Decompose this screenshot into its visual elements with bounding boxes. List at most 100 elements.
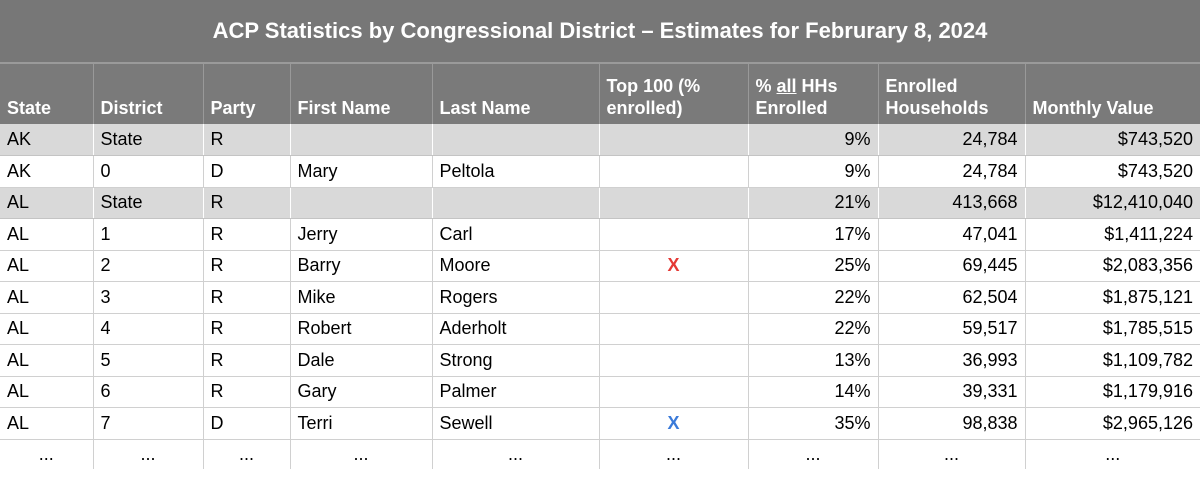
table-row: AL 7 D Terri Sewell X 35% 98,838 $2,965,126 <box>0 407 1200 440</box>
table-row: AL 5 R Dale Strong 13% 36,993 $1,109,782 <box>0 344 1200 377</box>
cell-last-name: Peltola <box>432 155 600 188</box>
cell-pct-enrolled: 35% <box>748 407 879 440</box>
header-last-name: Last Name <box>432 64 600 124</box>
cell-enrolled-households: 39,331 <box>878 376 1026 408</box>
header-top100-line1: Top 100 (% <box>606 76 701 96</box>
cell-district: 6 <box>93 376 204 408</box>
cell-first-name: Barry <box>290 250 433 282</box>
ellipsis-cell: ... <box>1105 443 1121 464</box>
cell-monthly-value: $743,520 <box>1025 155 1200 188</box>
header-pct-line2: Enrolled <box>755 98 828 118</box>
cell-top100 <box>599 281 749 314</box>
cell-monthly-value: $2,965,126 <box>1025 407 1200 440</box>
table-row: AL 3 R Mike Rogers 22% 62,504 $1,875,121 <box>0 281 1200 314</box>
cell-first-name: Jerry <box>290 218 433 251</box>
header-pct-prefix: % <box>755 76 777 96</box>
cell-enrolled-households: 24,784 <box>878 155 1026 188</box>
cell-last-name: Sewell <box>432 407 600 440</box>
header-monthly-value: Monthly Value <box>1025 64 1200 124</box>
header-state: State <box>0 64 94 124</box>
cell-enrolled-households: 36,993 <box>878 344 1026 377</box>
cell-first-name: Robert <box>290 313 433 345</box>
header-enrolled-line1: Enrolled <box>885 76 958 96</box>
cell-monthly-value: $2,083,356 <box>1025 250 1200 282</box>
cell-last-name <box>432 124 600 156</box>
state-total-row: AK State R 9% 24,784 $743,520 <box>0 124 1200 156</box>
header-pct-all: all <box>776 76 797 96</box>
cell-party: R <box>203 124 291 156</box>
cell-last-name: Rogers <box>432 281 600 314</box>
ellipsis-cell: ... <box>748 439 879 469</box>
cell-district: 4 <box>93 313 204 345</box>
cell-district: 0 <box>93 155 204 188</box>
cell-last-name: Carl <box>432 218 600 251</box>
cell-top100 <box>599 218 749 251</box>
cell-top100 <box>599 187 749 219</box>
cell-first-name: Terri <box>290 407 433 440</box>
cell-first-name: Mary <box>290 155 433 188</box>
cell-party: D <box>203 407 291 440</box>
cell-first-name: Dale <box>290 344 433 377</box>
cell-first-name: Gary <box>290 376 433 408</box>
header-enrolled-line2: Households <box>885 98 989 118</box>
header-enrolled-households: Enrolled Households <box>878 64 1026 124</box>
cell-enrolled-households: 62,504 <box>878 281 1026 314</box>
cell-district: 3 <box>93 281 204 314</box>
header-row: State District Party First Name Last Nam… <box>0 64 1200 124</box>
cell-pct-enrolled: 21% <box>748 187 879 219</box>
ellipsis-cell: ... <box>0 439 94 469</box>
ellipsis-cell: ... <box>432 439 600 469</box>
table-row: AL 2 R Barry Moore X 25% 69,445 $2,083,356 <box>0 250 1200 282</box>
cell-monthly-value: $1,109,782 <box>1025 344 1200 377</box>
cell-last-name: Strong <box>432 344 600 377</box>
cell-enrolled-households: 69,445 <box>878 250 1026 282</box>
cell-last-name: Palmer <box>432 376 600 408</box>
header-district: District <box>93 64 204 124</box>
header-top100: Top 100 (% enrolled) <box>599 64 749 124</box>
cell-district: 5 <box>93 344 204 377</box>
table-row: AK 0 D Mary Peltola 9% 24,784 $743,520 <box>0 155 1200 188</box>
cell-state: AL <box>0 218 94 251</box>
cell-enrolled-households: 413,668 <box>878 187 1026 219</box>
cell-state: AL <box>0 313 94 345</box>
cell-top100 <box>599 313 749 345</box>
ellipsis-cell: ... <box>599 439 749 469</box>
header-party: Party <box>203 64 291 124</box>
cell-district: 7 <box>93 407 204 440</box>
cell-pct-enrolled: 9% <box>748 155 879 188</box>
table-body: AK State R 9% 24,784 $743,520 AK 0 D Mary Peltola 9… <box>0 124 1200 469</box>
table-row: AL 1 R Jerry Carl 17% 47,041 $1,411,224 <box>0 218 1200 251</box>
cell-enrolled-households: 98,838 <box>878 407 1026 440</box>
cell-top100: X <box>599 407 749 440</box>
cell-pct-enrolled: 17% <box>748 218 879 251</box>
cell-first-name: Mike <box>290 281 433 314</box>
cell-top100 <box>599 376 749 408</box>
cell-state: AK <box>0 155 94 188</box>
cell-monthly-value: $743,520 <box>1025 124 1200 156</box>
cell-monthly-value: $1,875,121 <box>1025 281 1200 314</box>
cell-party: R <box>203 376 291 408</box>
state-total-row: AL State R 21% 413,668 $12,410,040 <box>0 187 1200 219</box>
table-row: AL 6 R Gary Palmer 14% 39,331 $1,179,916 <box>0 376 1200 408</box>
cell-enrolled-households: 24,784 <box>878 124 1026 156</box>
cell-enrolled-households: 47,041 <box>878 218 1026 251</box>
cell-pct-enrolled: 22% <box>748 281 879 314</box>
ellipsis-cell: ... <box>203 439 291 469</box>
header-pct-suffix: HHs <box>796 76 838 96</box>
cell-party: R <box>203 313 291 345</box>
header-pct-enrolled: % all HHs Enrolled <box>748 64 879 124</box>
ellipsis-cell: ... <box>878 439 1026 469</box>
cell-district: 2 <box>93 250 204 282</box>
acp-table: State District Party First Name Last Nam… <box>0 64 1200 469</box>
cell-pct-enrolled: 14% <box>748 376 879 408</box>
cell-party: R <box>203 250 291 282</box>
cell-party: R <box>203 218 291 251</box>
cell-pct-enrolled: 22% <box>748 313 879 345</box>
cell-last-name <box>432 187 600 219</box>
cell-state: AL <box>0 407 94 440</box>
ellipsis-cell: ... <box>290 439 433 469</box>
ellipsis-cell: ... <box>93 439 204 469</box>
table-title: ACP Statistics by Congressional District… <box>0 0 1200 64</box>
header-first-name: First Name <box>290 64 433 124</box>
